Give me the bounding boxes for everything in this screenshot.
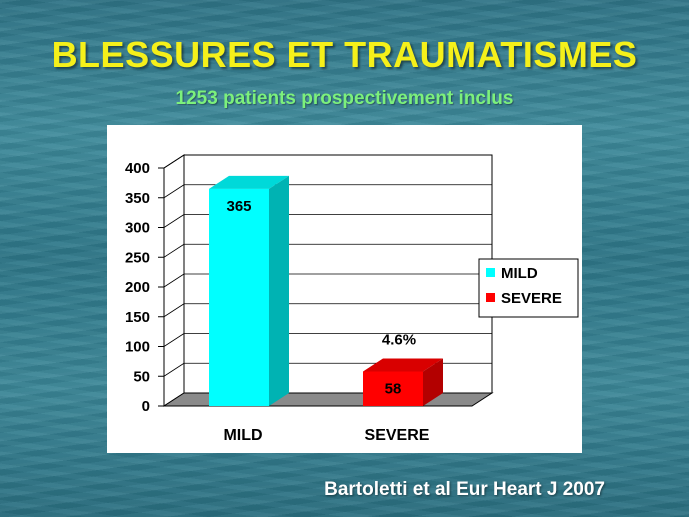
data-label: 58	[385, 380, 402, 397]
gridline-side	[163, 154, 185, 169]
bar-side-mild	[269, 175, 289, 406]
annotation-label: 4.6%	[382, 331, 416, 348]
y-tick-label: 150	[125, 309, 150, 326]
y-tick-label: 100	[125, 339, 150, 356]
gridline-side	[163, 362, 185, 377]
y-tick-label: 200	[125, 279, 150, 296]
gridline-side	[163, 184, 185, 199]
gridline-side	[163, 273, 185, 288]
x-tick-label: MILD	[223, 427, 262, 444]
y-tick-label: 0	[142, 398, 150, 415]
legend-swatch-mild	[486, 268, 495, 277]
y-tick-label: 250	[125, 249, 150, 266]
legend-box	[478, 258, 579, 318]
x-tick-label: SEVERE	[365, 427, 430, 444]
bar-top-mild	[209, 175, 289, 189]
y-tick-label: 50	[133, 368, 150, 385]
legend-label: SEVERE	[501, 290, 562, 307]
legend-swatch-severe	[486, 293, 495, 302]
slide-title: BLESSURES ET TRAUMATISMES	[51, 34, 638, 75]
bar-top-severe	[363, 358, 443, 372]
data-label: 365	[226, 198, 251, 215]
gridline-side	[163, 303, 185, 318]
slide-subtitle: 1253 patients prospectivement inclus	[175, 88, 514, 109]
bar-mild	[209, 188, 269, 406]
bar-chart: 0 50 100 150 200 250 300 350 400 365 MILD 58 SEVERE 4…	[125, 154, 579, 444]
y-tick-label: 400	[125, 160, 150, 177]
citation: Bartoletti et al Eur Heart J 2007	[324, 479, 605, 500]
chart-panel: 0 50 100 150 200 250 300 350 400 365 MILD 58 SEVERE 4…	[107, 125, 582, 453]
gridline-side	[163, 214, 185, 228]
y-tick-label: 350	[125, 190, 150, 207]
bar-side-severe	[423, 358, 443, 406]
y-tick-label: 300	[125, 220, 150, 237]
gridline-side	[163, 333, 185, 347]
gridline-side	[163, 243, 185, 258]
bar-severe	[363, 371, 423, 406]
legend-label: MILD	[501, 265, 538, 282]
